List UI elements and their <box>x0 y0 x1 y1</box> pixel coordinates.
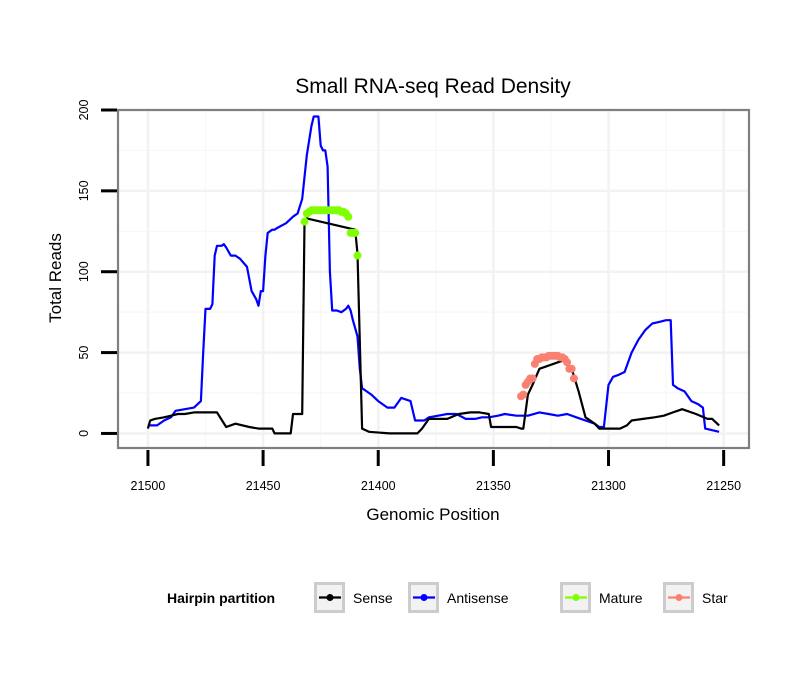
legend-dot-star <box>675 594 683 601</box>
mature-data-point <box>300 217 309 226</box>
y-tick-label: 0 <box>77 430 91 437</box>
y-tick-label: 200 <box>77 100 91 121</box>
legend-label-mature: Mature <box>599 590 643 606</box>
x-tick-label: 21350 <box>476 479 511 493</box>
legend-dot-mature <box>572 594 580 601</box>
antisense-series-line <box>147 115 720 433</box>
star-data-point <box>528 374 537 383</box>
axes: 21500 21450 21400 21350 21300 21250 0 50 100 150 2… <box>77 100 741 493</box>
x-tick-label: 21500 <box>131 479 166 493</box>
mature-data-point <box>353 251 362 260</box>
star-data-point <box>563 358 572 367</box>
star-data-point <box>569 374 578 383</box>
x-tick-label: 21450 <box>246 479 281 493</box>
y-tick-label: 50 <box>77 346 91 360</box>
legend-dot-antisense <box>420 594 428 601</box>
sense-series-line <box>146 217 720 435</box>
x-tick-label: 21400 <box>361 479 396 493</box>
legend-dot-sense <box>326 594 334 601</box>
mature-data-point <box>344 212 353 221</box>
legend-label-star: Star <box>702 590 728 606</box>
legend: Hairpin partition Sense Antisense Mature St… <box>167 582 728 613</box>
legend-label-sense: Sense <box>353 590 393 606</box>
series-layer <box>146 115 720 435</box>
chart-title: Small RNA-seq Read Density <box>295 75 571 98</box>
plot-panel-border <box>116 108 751 450</box>
legend-title: Hairpin partition <box>167 590 275 606</box>
star-data-point <box>567 364 576 373</box>
x-tick-label: 21300 <box>591 479 626 493</box>
mature-data-point <box>351 228 360 237</box>
y-tick-label: 150 <box>77 180 91 201</box>
y-axis-title: Total Reads <box>46 233 65 323</box>
star-data-point <box>519 390 528 399</box>
legend-label-antisense: Antisense <box>447 590 509 606</box>
y-tick-label: 100 <box>77 261 91 282</box>
x-tick-label: 21250 <box>706 479 741 493</box>
x-axis-title: Genomic Position <box>366 505 499 524</box>
